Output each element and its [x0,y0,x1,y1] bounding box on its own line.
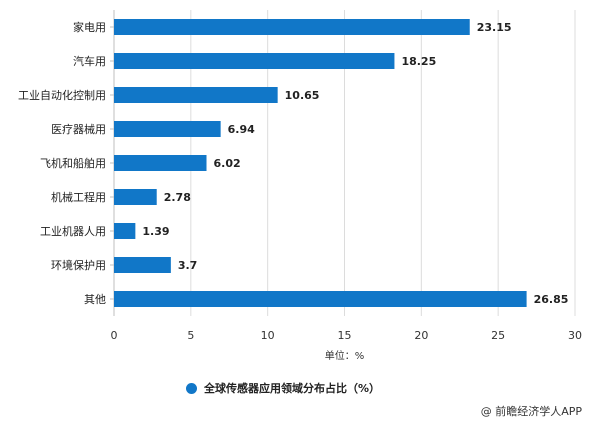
x-tick-label: 25 [491,329,505,342]
bar [114,19,470,35]
x-tick-label: 20 [414,329,428,342]
value-label: 18.25 [401,55,436,68]
x-axis-title: 单位：% [325,349,365,362]
category-label: 工业机器人用 [40,224,106,238]
category-label: 汽车用 [73,54,106,68]
bar [114,223,136,239]
value-label: 26.85 [534,293,569,306]
category-label: 环境保护用 [51,258,106,272]
bar [114,155,207,171]
value-label: 6.02 [214,157,241,170]
x-tick-label: 15 [338,329,352,342]
value-label: 3.7 [178,259,198,272]
value-label: 23.15 [477,21,512,34]
bar [114,189,157,205]
bar [114,291,527,307]
bar [114,257,171,273]
x-tick-label: 30 [568,329,582,342]
value-label: 1.39 [142,225,169,238]
category-label: 家电用 [73,20,106,34]
category-label: 其他 [84,293,106,306]
source-credit: @ 前瞻经济学人APP [480,405,582,418]
x-tick-label: 10 [261,329,275,342]
value-label: 10.65 [285,89,320,102]
legend-marker [186,382,197,394]
category-label: 飞机和船舶用 [40,156,106,170]
legend-label: 全球传感器应用领域分布占比（%） [204,382,381,395]
category-label: 医疗器械用 [51,122,106,136]
legend: 全球传感器应用领域分布占比（%） [186,380,380,396]
bar [114,53,395,69]
category-label: 机械工程用 [51,190,106,204]
bar [114,87,278,103]
x-tick-label: 0 [111,329,118,342]
category-label: 工业自动化控制用 [18,88,106,102]
bar [114,121,221,137]
x-tick-label: 5 [187,329,194,342]
value-label: 2.78 [164,191,191,204]
value-label: 6.94 [228,123,255,136]
